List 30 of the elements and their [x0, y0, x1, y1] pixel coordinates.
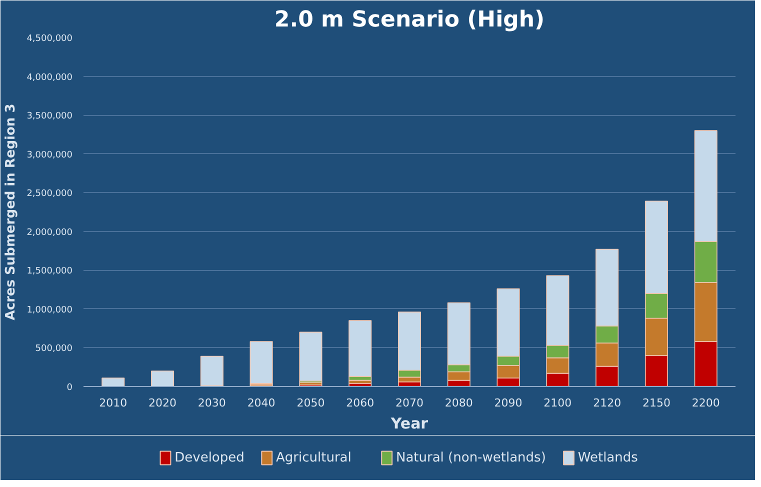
- y-tick-label: 4,500,000: [26, 34, 73, 44]
- legend-label: Agricultural: [276, 450, 352, 466]
- x-tick-label: 2020: [148, 396, 177, 410]
- x-tick-label: 2050: [296, 396, 325, 410]
- y-axis-title: Acres Submerged in Region 3: [4, 104, 19, 320]
- y-tick-label: 500,000: [35, 344, 73, 354]
- y-tick-label: 1,000,000: [26, 305, 73, 316]
- y-tick-label: 2,500,000: [26, 189, 73, 200]
- x-tick-label: 2070: [396, 396, 424, 410]
- x-tick-label: 2120: [593, 396, 622, 410]
- legend-label: Wetlands: [578, 450, 638, 466]
- x-tick-label: 2100: [544, 396, 572, 410]
- legend-label: Developed: [174, 450, 244, 466]
- chart-title: 2.0 m Scenario (High): [274, 8, 545, 32]
- x-tick-label: 2040: [247, 396, 276, 410]
- x-tick-label: 2080: [444, 396, 473, 410]
- y-tick-label: 0: [66, 383, 73, 393]
- x-tick-label: 2200: [692, 396, 720, 410]
- x-tick-label: 2030: [198, 396, 226, 410]
- y-tick-label: 2,000,000: [26, 228, 73, 238]
- legend-label: Natural (non-wetlands): [396, 450, 546, 466]
- y-tick-label: 3,000,000: [26, 150, 73, 160]
- x-tick-label: 2150: [642, 396, 670, 410]
- y-tick-label: 4,000,000: [26, 72, 73, 83]
- x-tick-label: 2060: [346, 396, 374, 410]
- y-tick-label: 3,500,000: [26, 112, 73, 122]
- x-axis-title: Year: [390, 414, 429, 432]
- y-tick-label: 1,500,000: [26, 266, 73, 277]
- x-tick-label: 2010: [99, 396, 128, 410]
- x-tick-label: 2090: [494, 396, 522, 410]
